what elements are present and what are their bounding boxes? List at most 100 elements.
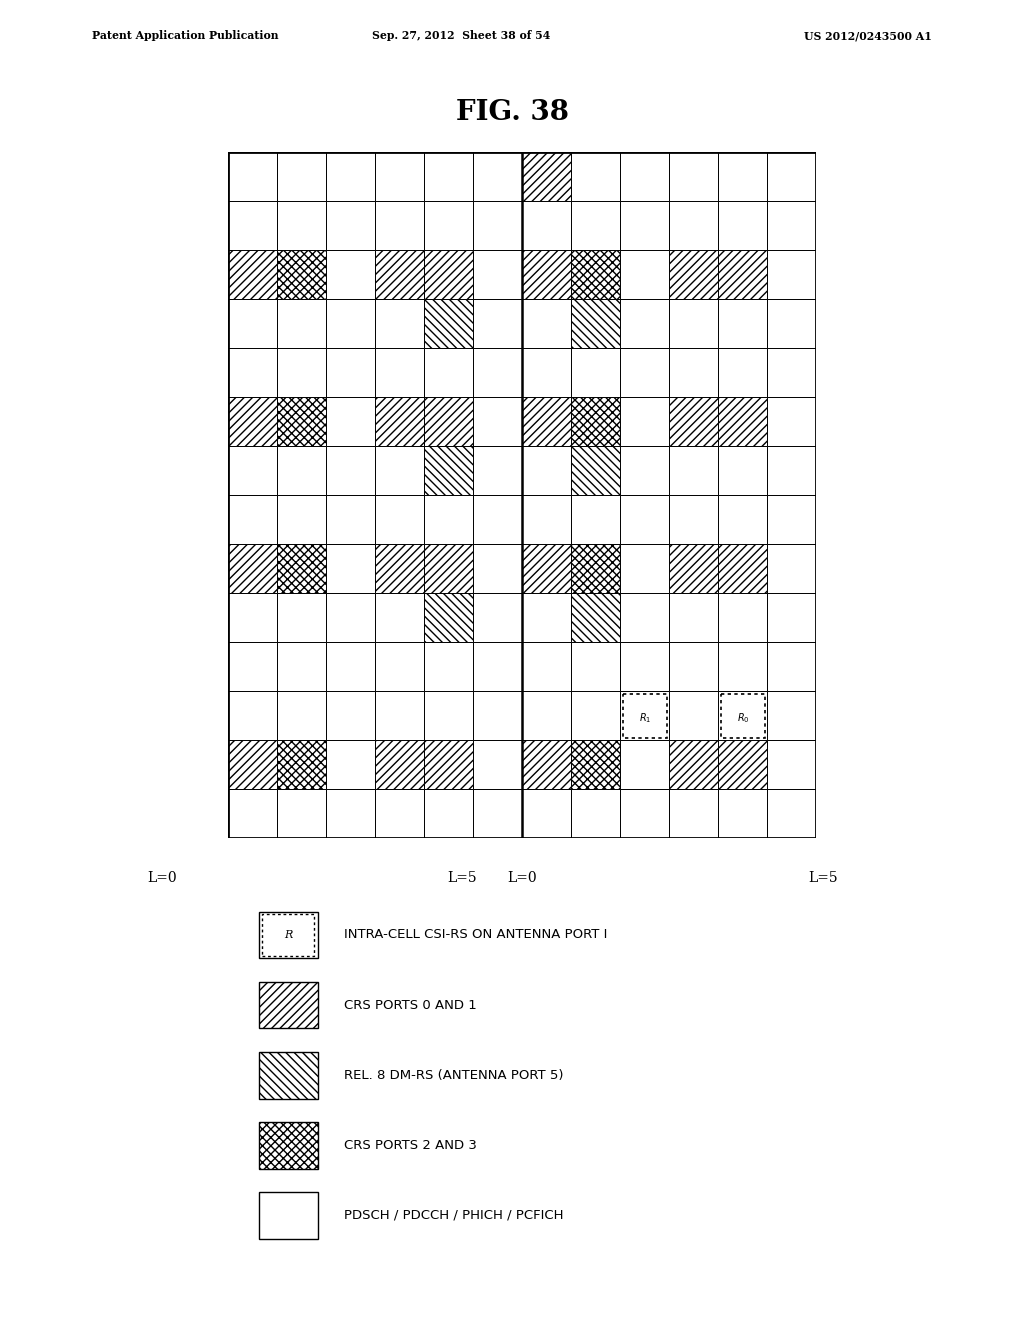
Bar (571, 446, 621, 495)
Bar (424, 789, 473, 838)
Bar (228, 692, 278, 741)
Bar (326, 495, 375, 544)
Bar (621, 642, 670, 692)
Bar (522, 201, 571, 249)
Text: $R_1$: $R_1$ (639, 711, 651, 725)
Bar (623, 693, 667, 738)
Bar (278, 593, 326, 642)
Bar (424, 495, 473, 544)
Bar (473, 741, 522, 789)
Bar (522, 789, 571, 838)
Bar (670, 201, 719, 249)
Bar (278, 249, 326, 298)
Bar (621, 348, 670, 397)
Bar (571, 692, 621, 741)
Bar (767, 249, 816, 298)
Bar (767, 348, 816, 397)
Bar (424, 201, 473, 249)
Bar (719, 544, 767, 593)
Bar (670, 446, 719, 495)
Text: PDSCH / PDCCH / PHICH / PCFICH: PDSCH / PDCCH / PHICH / PCFICH (344, 1209, 563, 1222)
Bar (767, 593, 816, 642)
Bar (522, 593, 571, 642)
Bar (571, 249, 621, 298)
Bar (621, 692, 670, 741)
Bar (278, 446, 326, 495)
Bar (473, 593, 522, 642)
Bar (473, 495, 522, 544)
Bar (228, 741, 278, 789)
Bar (767, 692, 816, 741)
Bar (424, 692, 473, 741)
Bar (522, 249, 571, 298)
Bar (473, 789, 522, 838)
Bar (719, 789, 767, 838)
Bar (375, 741, 424, 789)
Bar (719, 397, 767, 446)
Bar (621, 789, 670, 838)
Bar (522, 544, 571, 593)
Bar (278, 495, 326, 544)
Bar (473, 201, 522, 249)
Bar (767, 152, 816, 201)
Bar (670, 741, 719, 789)
Text: CRS PORTS 0 AND 1: CRS PORTS 0 AND 1 (344, 998, 476, 1011)
Bar (424, 397, 473, 446)
Bar (424, 642, 473, 692)
Bar (228, 495, 278, 544)
Bar (767, 201, 816, 249)
Bar (424, 593, 473, 642)
Bar (375, 642, 424, 692)
Bar (375, 298, 424, 348)
Text: INTRA-CELL CSI-RS ON ANTENNA PORT I: INTRA-CELL CSI-RS ON ANTENNA PORT I (344, 928, 607, 941)
Bar (259, 1192, 317, 1238)
Bar (621, 152, 670, 201)
Bar (326, 446, 375, 495)
Bar (278, 789, 326, 838)
Bar (473, 152, 522, 201)
Bar (326, 348, 375, 397)
Bar (719, 446, 767, 495)
Bar (375, 152, 424, 201)
Bar (670, 593, 719, 642)
Bar (670, 789, 719, 838)
Bar (278, 741, 326, 789)
Bar (326, 544, 375, 593)
Text: R: R (285, 931, 293, 940)
Bar (767, 642, 816, 692)
Bar (326, 249, 375, 298)
Text: Sep. 27, 2012  Sheet 38 of 54: Sep. 27, 2012 Sheet 38 of 54 (372, 30, 550, 41)
Bar (473, 692, 522, 741)
Bar (719, 348, 767, 397)
Bar (670, 152, 719, 201)
Bar (719, 642, 767, 692)
Bar (571, 397, 621, 446)
Bar (767, 789, 816, 838)
Bar (259, 912, 317, 958)
Text: CRS PORTS 2 AND 3: CRS PORTS 2 AND 3 (344, 1139, 476, 1152)
Bar (522, 642, 571, 692)
Text: L=5: L=5 (447, 871, 477, 886)
Bar (767, 495, 816, 544)
Bar (424, 298, 473, 348)
Bar (259, 1122, 317, 1168)
Bar (473, 642, 522, 692)
Bar (522, 397, 571, 446)
Bar (522, 446, 571, 495)
Bar (424, 152, 473, 201)
Bar (571, 593, 621, 642)
Bar (326, 152, 375, 201)
Bar (326, 593, 375, 642)
Bar (278, 152, 326, 201)
Bar (262, 913, 314, 957)
Bar (621, 446, 670, 495)
Bar (621, 201, 670, 249)
Bar (326, 741, 375, 789)
Bar (278, 692, 326, 741)
Bar (571, 348, 621, 397)
Bar (571, 741, 621, 789)
Bar (228, 789, 278, 838)
Bar (670, 642, 719, 692)
Bar (326, 201, 375, 249)
Bar (278, 642, 326, 692)
